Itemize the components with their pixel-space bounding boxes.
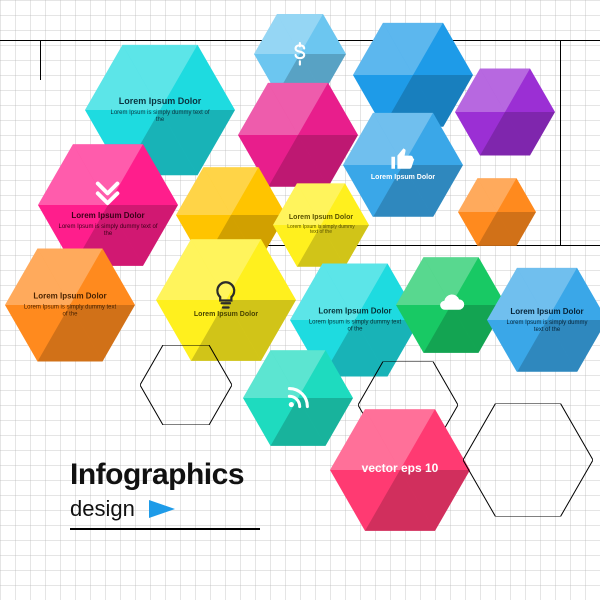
hex-title: Lorem Ipsum Dolor: [194, 311, 258, 318]
bulb-icon: [209, 278, 243, 312]
hex-outline-1: [140, 345, 232, 425]
caption-block: Infographics design: [70, 458, 260, 530]
hex-body: Lorem Ipsum is simply dummy text of the: [23, 305, 117, 319]
caption-subtitle: design: [70, 496, 135, 522]
hex-title: Lorem Ipsum Dolor: [33, 292, 106, 301]
hex-title: vector eps 10: [362, 461, 439, 475]
hex-purple-blank: [455, 69, 555, 156]
hex-title: Lorem Ipsum Dolor: [71, 211, 144, 220]
rule-v1: [40, 40, 41, 80]
hex-body: Lorem Ipsum is simply dummy text of the: [504, 320, 590, 334]
hex-body: Lorem Ipsum is simply dummy text of the: [58, 224, 159, 238]
rss-icon: [283, 383, 314, 414]
hex-title: Lorem Ipsum Dolor: [510, 307, 583, 316]
dollar-icon: [287, 41, 313, 67]
thumb-icon: [389, 145, 418, 174]
hex-vector-eps: vector eps 10: [330, 409, 470, 531]
hex-blue-text: Lorem Ipsum Dolor Lorem Ipsum is simply d…: [487, 268, 600, 372]
hex-title: Lorem Ipsum Dolor: [318, 307, 391, 316]
hex-outline-3: [463, 403, 593, 516]
hex-body: Lorem Ipsum is simply dummy text of the: [106, 110, 214, 124]
chevrons-icon: [88, 172, 127, 211]
hex-body: Lorem Ipsum is simply dummy text of the: [286, 225, 355, 237]
hex-body: Lorem Ipsum is simply dummy text of the: [308, 320, 402, 334]
hex-title: Lorem Ipsum Dolor: [371, 174, 435, 181]
infographic-canvas: Lorem Ipsum Dolor Lorem Ipsum is simply d…: [0, 0, 600, 600]
hex-orange-text: Lorem Ipsum Dolor Lorem Ipsum is simply d…: [5, 248, 135, 361]
rule-v2: [560, 40, 561, 245]
caption-title: Infographics: [70, 458, 260, 492]
cloud-icon: [436, 290, 467, 321]
hex-title: Lorem Ipsum Dolor: [289, 214, 353, 221]
hex-title: Lorem Ipsum Dolor: [119, 96, 202, 106]
arrow-right-icon: [149, 500, 175, 518]
hex-orange-small: [458, 178, 536, 246]
hex-bulb: Lorem Ipsum Dolor: [156, 239, 296, 361]
caption-underline: [70, 528, 260, 530]
